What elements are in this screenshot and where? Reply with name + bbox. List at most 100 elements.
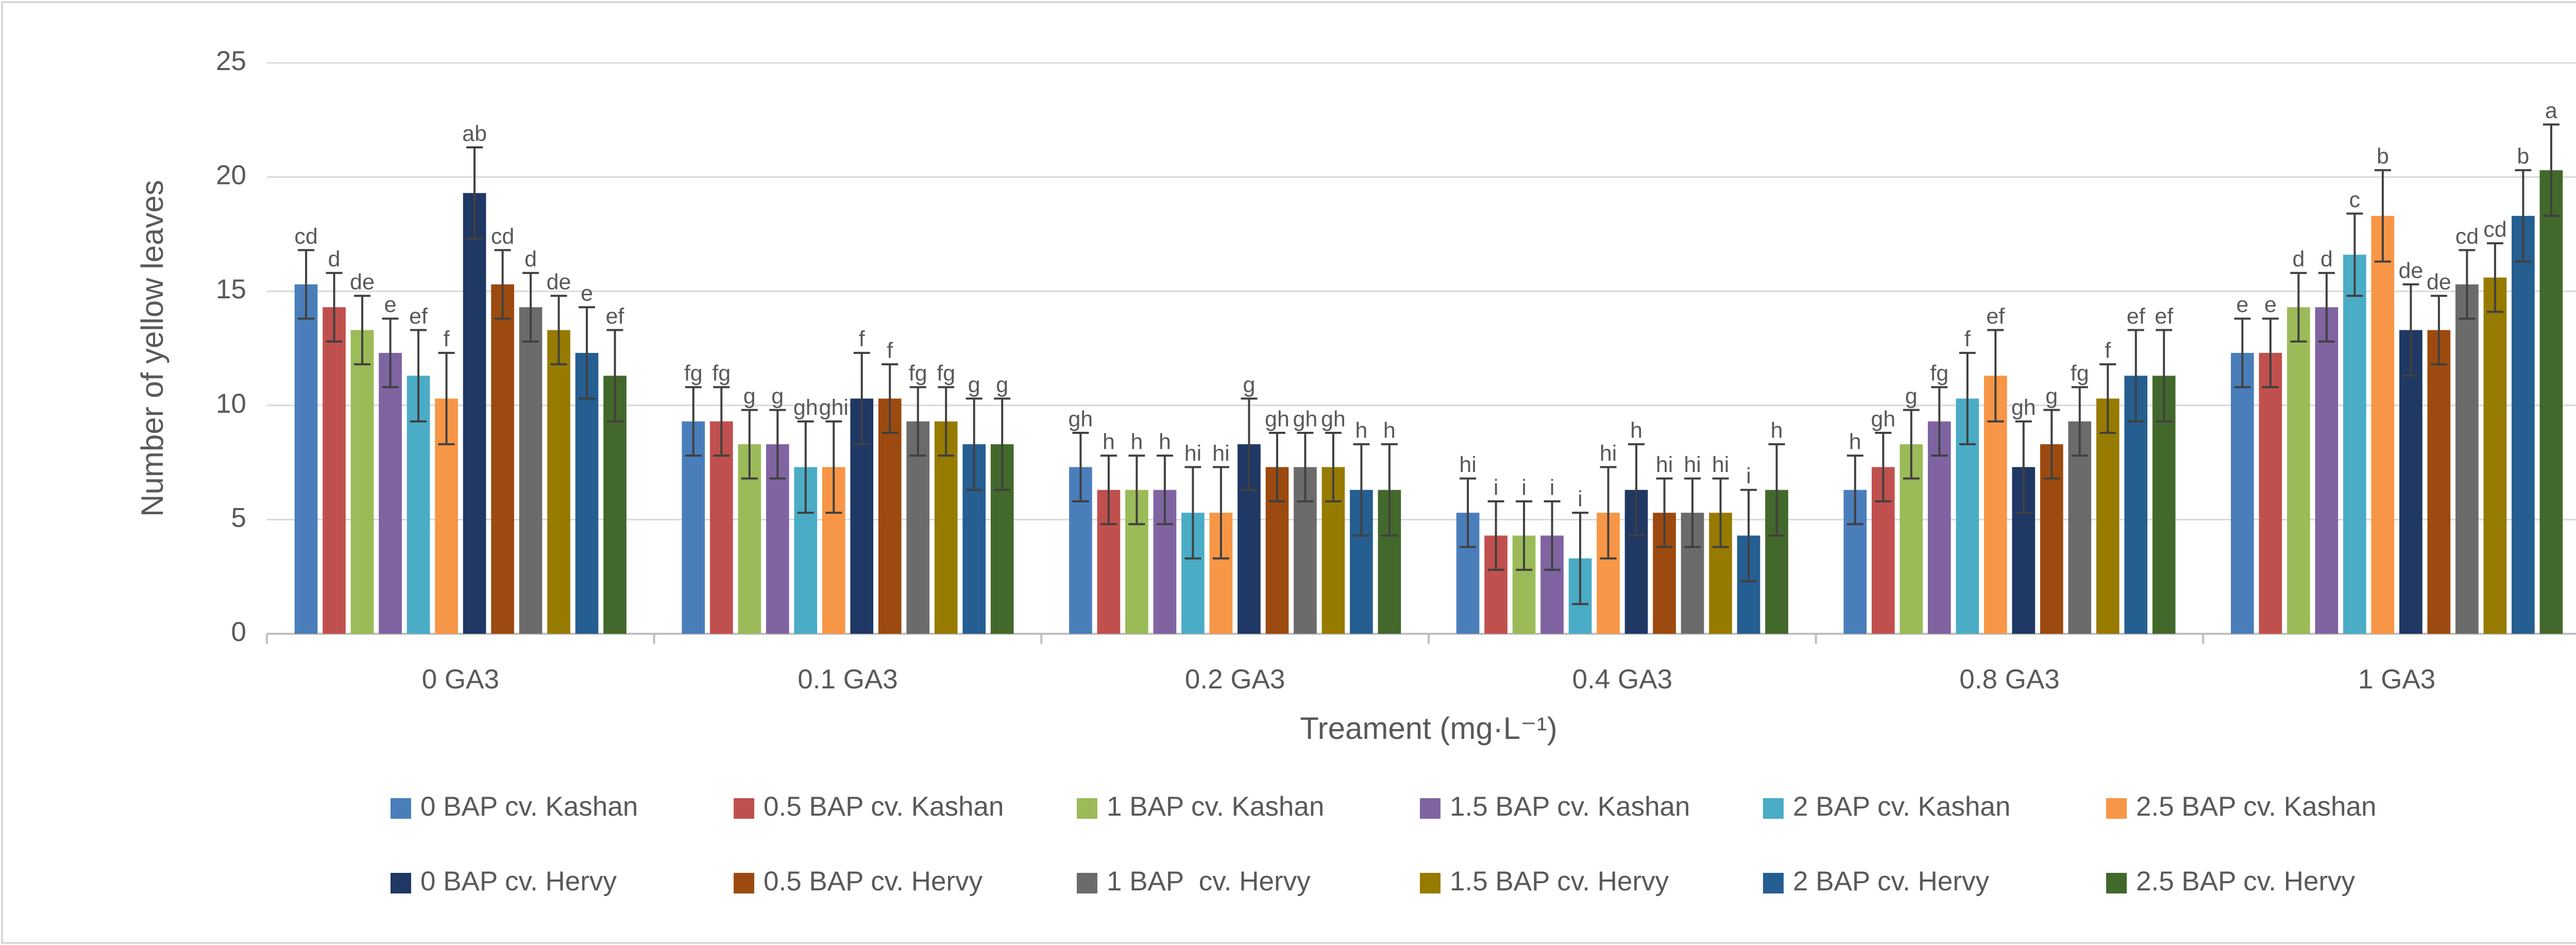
x-tick-label: 1 GA3 [2358, 664, 2435, 695]
significance-label: cd [2483, 217, 2506, 242]
significance-label: ab [462, 121, 487, 146]
significance-label: d [328, 247, 341, 272]
significance-label: h [1383, 418, 1396, 443]
legend-label: 2 BAP cv. Kashan [1793, 791, 2010, 822]
legend-swatch [391, 873, 411, 893]
legend-label: 0 BAP cv. Kashan [420, 791, 638, 822]
significance-label: cd [491, 224, 514, 249]
significance-label: c [2349, 188, 2361, 212]
bar [350, 330, 374, 634]
x-tick-label: 0 GA3 [422, 664, 499, 695]
significance-label: i [1494, 475, 1499, 500]
significance-label: f [1964, 327, 1971, 351]
bar [2371, 215, 2395, 634]
significance-label: fg [1930, 361, 1948, 386]
significance-label: b [2377, 144, 2389, 169]
significance-label: b [2517, 144, 2529, 169]
x-tick-label: 0.4 GA3 [1572, 664, 1672, 695]
significance-label: ef [606, 304, 625, 329]
significance-label: e [2236, 293, 2248, 317]
significance-label: de [2427, 269, 2451, 294]
bar [519, 307, 543, 634]
significance-label: e [2264, 293, 2277, 317]
significance-label: i [1521, 475, 1527, 500]
significance-label: h [1130, 430, 1143, 454]
significance-label: i [1746, 464, 1751, 488]
significance-label: g [968, 373, 980, 397]
significance-label: h [1849, 430, 1861, 454]
significance-label: cd [294, 224, 317, 249]
bar [323, 307, 346, 634]
significance-label: g [771, 384, 784, 409]
significance-label: hi [1712, 452, 1729, 477]
bar [2231, 352, 2254, 634]
significance-label: i [1578, 486, 1583, 511]
y-tick-label: 25 [216, 46, 246, 76]
significance-label: i [1550, 475, 1555, 500]
significance-label: d [2292, 247, 2304, 272]
y-tick-label: 5 [231, 502, 246, 533]
significance-label: h [1630, 418, 1642, 443]
significance-label: gh [1293, 407, 1317, 431]
legend-swatch [1763, 798, 1784, 819]
significance-label: gh [793, 395, 818, 420]
significance-label: gh [2011, 395, 2036, 420]
bar [934, 421, 958, 634]
significance-label: de [547, 269, 571, 294]
significance-label: d [524, 247, 537, 272]
bar [2259, 352, 2282, 634]
legend-label: 2 BAP cv. Hervy [1793, 866, 1989, 897]
legend-swatch [734, 798, 754, 819]
significance-label: de [350, 269, 375, 294]
significance-label: e [581, 281, 593, 306]
bar [2343, 255, 2366, 634]
significance-label: hi [1600, 441, 1617, 466]
significance-label: hi [1459, 452, 1476, 477]
significance-label: g [1905, 384, 1918, 409]
significance-label: hi [1212, 441, 1229, 466]
bar [2427, 330, 2451, 634]
y-tick-label: 10 [216, 389, 246, 419]
legend-label: 1 BAP cv. Hervy [1107, 866, 1311, 897]
bar [575, 352, 599, 634]
significance-label: g [743, 384, 756, 409]
bar [2399, 330, 2422, 634]
significance-label: h [1159, 430, 1171, 454]
bar [682, 421, 705, 634]
significance-label: g [996, 373, 1008, 397]
bar [2455, 284, 2479, 634]
legend-swatch [391, 798, 411, 819]
legend-swatch [1763, 873, 1784, 893]
legend-swatch [1420, 798, 1440, 819]
bar [547, 330, 570, 634]
significance-label: fg [2071, 361, 2089, 386]
significance-label: fg [909, 361, 927, 386]
legend-label: 0.5 BAP cv. Hervy [764, 866, 983, 897]
significance-label: ef [2155, 304, 2174, 329]
bar [379, 352, 402, 634]
legend-label: 2.5 BAP cv. Kashan [2136, 791, 2377, 822]
legend-swatch [734, 873, 754, 893]
significance-label: ef [2127, 304, 2146, 329]
legend-swatch [2106, 798, 2127, 819]
legend-label: 1.5 BAP cv. Hervy [1450, 866, 1669, 897]
significance-label: ef [409, 304, 428, 329]
bar [1927, 421, 1951, 634]
x-tick-label: 0.2 GA3 [1185, 664, 1285, 695]
significance-label: e [384, 293, 397, 317]
legend-swatch [2106, 873, 2127, 893]
significance-label: h [1103, 430, 1115, 454]
significance-label: h [1771, 418, 1783, 443]
x-tick-label: 0.1 GA3 [798, 664, 897, 695]
significance-label: gh [1871, 407, 1895, 431]
significance-label: hi [1684, 452, 1701, 477]
significance-label: f [887, 338, 893, 363]
significance-label: f [2105, 338, 2111, 363]
legend-swatch [1420, 873, 1440, 893]
significance-label: d [2320, 247, 2333, 272]
y-tick-label: 20 [216, 160, 246, 191]
legend-label: 2.5 BAP cv. Hervy [2136, 866, 2355, 897]
significance-label: de [2398, 258, 2423, 283]
significance-label: ghi [819, 395, 849, 420]
